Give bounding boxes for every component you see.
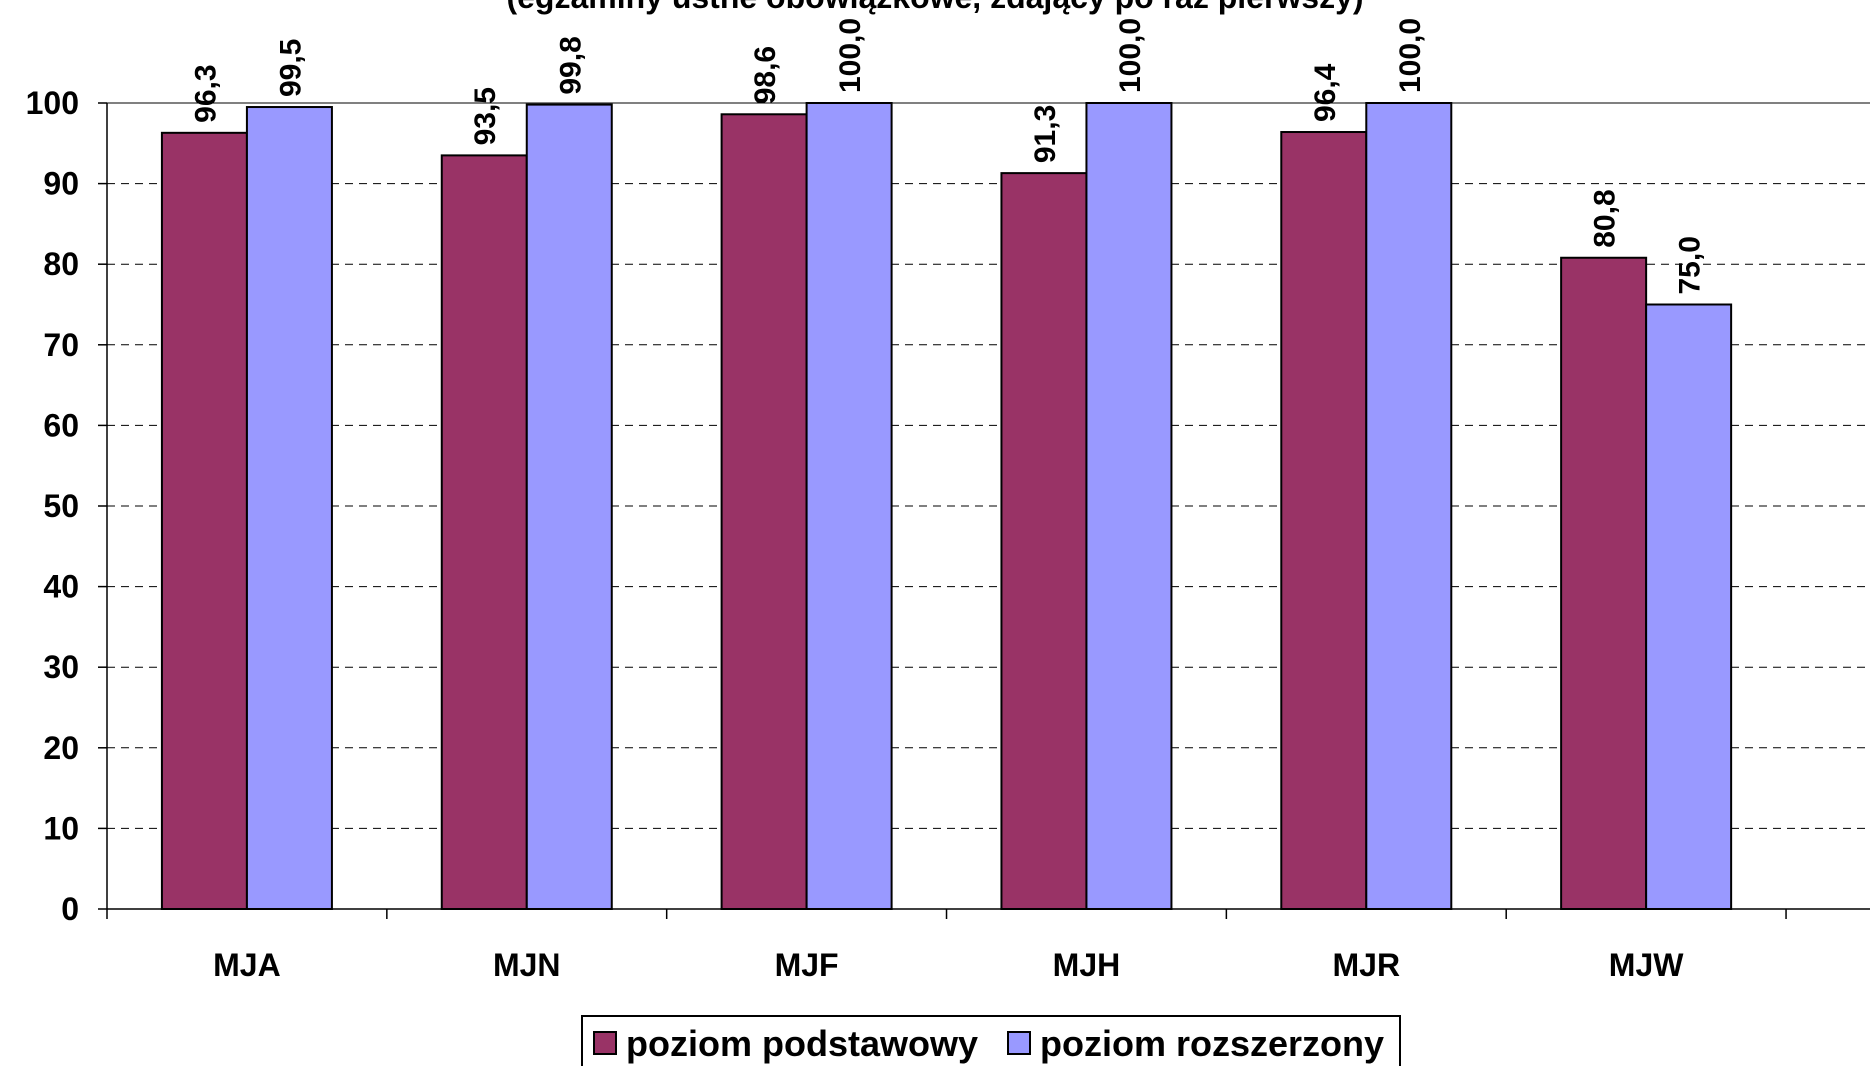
category-label: MJN (493, 947, 561, 983)
y-tick-label: 60 (43, 407, 79, 443)
data-label: 96,3 (189, 64, 222, 122)
y-tick-label: 70 (43, 327, 79, 363)
y-tick-label: 80 (43, 246, 79, 282)
legend-label: poziom rozszerzony (1040, 1023, 1384, 1064)
data-label: 100,0 (1394, 18, 1427, 93)
data-label: 99,8 (554, 36, 587, 94)
data-label: 96,4 (1309, 63, 1342, 122)
category-label: MJF (775, 947, 839, 983)
category-label: MJA (213, 947, 281, 983)
y-tick-label: 50 (43, 488, 79, 524)
data-label: 80,8 (1589, 189, 1622, 247)
y-tick-label: 10 (43, 810, 79, 846)
bars (160, 102, 1733, 911)
legend: poziom podstawowy poziom rozszerzony (581, 1015, 1401, 1066)
bar (525, 103, 613, 910)
chart-title: (egzaminy ustne obowiązkowe, zdający po … (506, 0, 1363, 15)
data-label: 93,5 (469, 87, 502, 145)
category-labels: MJA MJN MJF MJH MJR MJW (213, 947, 1684, 983)
category-label: MJR (1333, 947, 1401, 983)
data-label: 91,3 (1029, 105, 1062, 163)
bar (160, 131, 248, 910)
legend-label: poziom podstawowy (626, 1023, 978, 1064)
category-label: MJH (1053, 947, 1121, 983)
data-label: 99,5 (274, 39, 307, 97)
bar (720, 113, 808, 910)
data-labels: 96,3 99,5 93,5 99,8 98,6 100,0 91,3 100,0 96,4 10… (189, 18, 1706, 295)
bar (1280, 131, 1368, 911)
y-axis-ticks: 0 10 20 30 40 50 60 70 80 90 100 (26, 85, 107, 927)
legend-swatch (1007, 1031, 1031, 1055)
bar (440, 154, 528, 910)
data-label: 75,0 (1674, 236, 1707, 294)
category-label: MJW (1609, 947, 1684, 983)
bar (1560, 256, 1648, 910)
y-tick-label: 0 (61, 891, 79, 927)
bar (1645, 303, 1733, 910)
legend-swatch (593, 1031, 617, 1055)
y-tick-label: 20 (43, 730, 79, 766)
data-label: 98,6 (749, 46, 782, 104)
y-tick-label: 30 (43, 649, 79, 685)
bar (1365, 102, 1453, 910)
axes (106, 103, 1870, 919)
bar (1000, 172, 1088, 910)
data-label: 100,0 (1114, 18, 1147, 93)
bar (805, 102, 893, 910)
legend-box (581, 1015, 1401, 1066)
bar (245, 106, 333, 910)
bar (1085, 102, 1173, 910)
gridlines (107, 102, 1870, 829)
y-tick-label: 100 (26, 85, 79, 121)
y-tick-label: 40 (43, 569, 79, 605)
y-tick-label: 90 (43, 166, 79, 202)
data-label: 100,0 (834, 18, 867, 93)
